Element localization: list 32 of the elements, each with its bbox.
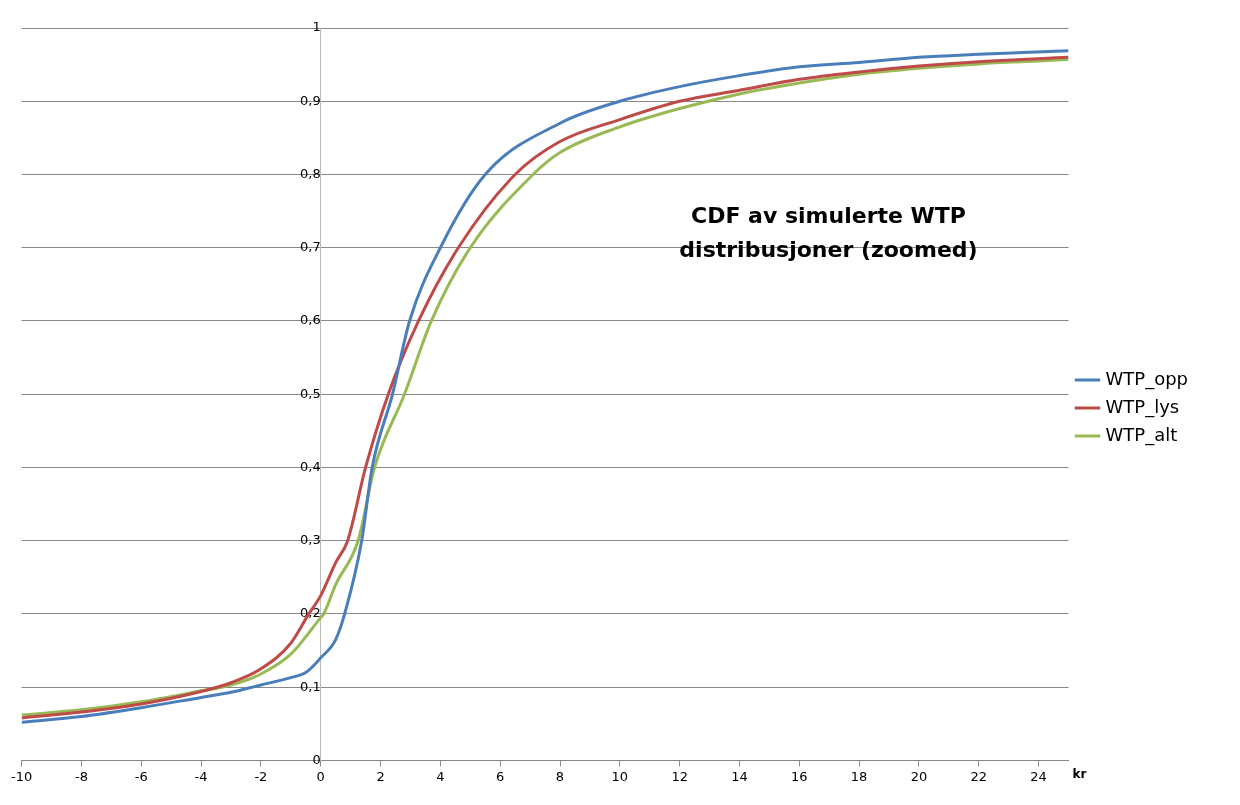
x-tick-label: -8 xyxy=(74,768,88,784)
x-axis-title: kr xyxy=(1072,767,1087,782)
legend-label: WTP_lys xyxy=(1105,395,1180,418)
y-tick-label: 0,3 xyxy=(300,532,321,548)
x-tick-label: 24 xyxy=(1030,768,1047,784)
y-tick-label: 0,8 xyxy=(300,165,321,181)
x-tick-label: -6 xyxy=(134,768,148,784)
x-tick-label: -4 xyxy=(194,768,208,784)
x-tick-label: 20 xyxy=(910,768,928,784)
x-tick-label: 10 xyxy=(611,768,629,784)
x-tick-label: 18 xyxy=(850,768,868,784)
x-tick-label: 16 xyxy=(791,768,808,784)
y-tick-label: 0,1 xyxy=(300,678,321,694)
y-tick-label: 0,9 xyxy=(300,92,321,108)
x-tick-label: -10 xyxy=(11,768,33,784)
legend-label: WTP_opp xyxy=(1105,367,1188,390)
x-tick-label: 22 xyxy=(970,768,988,784)
y-tick-label: 0,7 xyxy=(300,239,321,255)
x-tick-label: 2 xyxy=(376,768,385,784)
y-tick-label: 0,5 xyxy=(300,385,321,401)
x-tick-label: 12 xyxy=(671,768,688,784)
y-tick-label: 0 xyxy=(312,751,321,767)
legend-label: WTP_alt xyxy=(1105,423,1178,446)
y-tick-label: 0,4 xyxy=(300,458,321,474)
text: CDF av simulerte WTP distribusjoner (zoomed) xyxy=(679,203,978,262)
x-tick-label: -2 xyxy=(254,768,268,784)
x-tick-label: 6 xyxy=(496,768,505,784)
x-tick-label: 4 xyxy=(436,768,445,784)
y-tick-label: 1 xyxy=(312,19,321,35)
x-tick-label: 14 xyxy=(731,768,748,784)
x-tick-label: 8 xyxy=(555,768,565,784)
y-tick-label: 0,6 xyxy=(300,312,321,328)
